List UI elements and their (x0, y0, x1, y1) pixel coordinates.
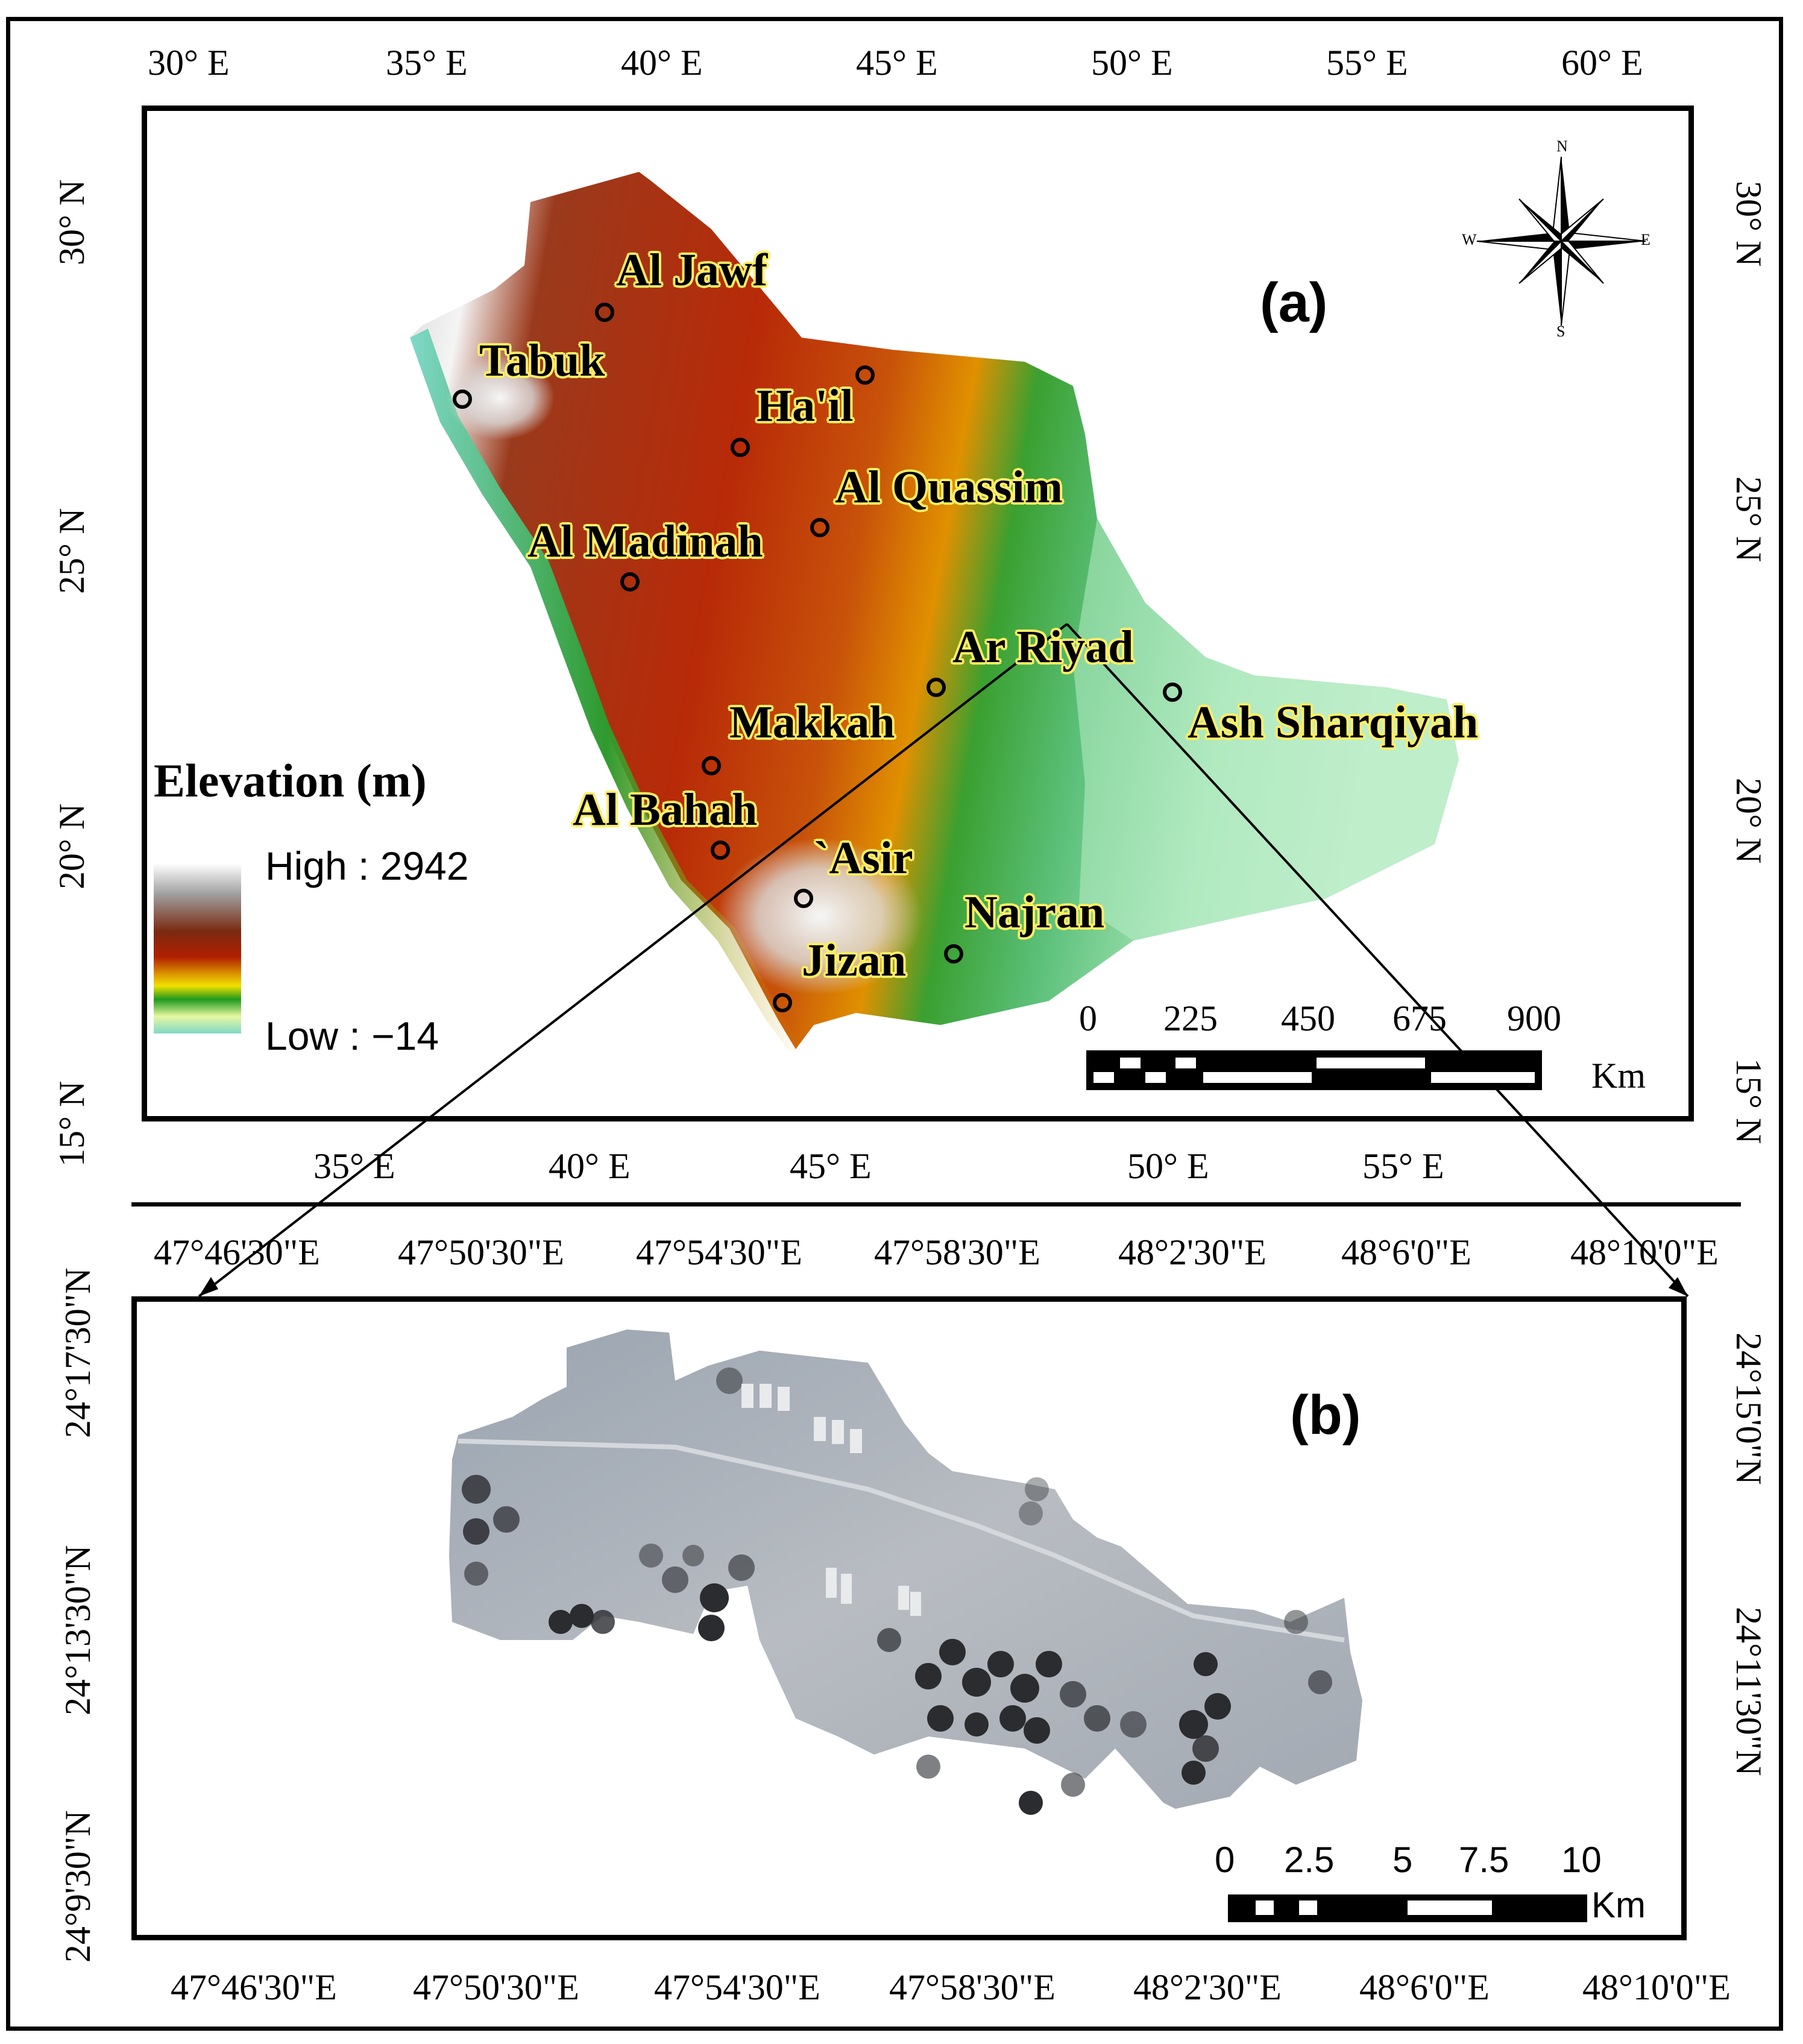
place-label-al-quassim: Al Quassim (835, 462, 1063, 513)
greenhouse-blocks (741, 1384, 921, 1616)
place-label-jizan: Jizan (802, 935, 907, 986)
location-markers (453, 303, 1182, 1012)
scale-b-unit: Km (1591, 1885, 1646, 1925)
lon-label: 47°50'30"E (398, 1232, 564, 1272)
marker-makkah (702, 756, 721, 775)
place-label-makkah: Makkah (729, 697, 895, 748)
place-label-najran: Najran (964, 887, 1105, 938)
marker-najran (944, 944, 963, 964)
scale-tick: 675 (1392, 998, 1447, 1038)
lon-label: 40° E (549, 1146, 631, 1186)
asir-highlands (717, 838, 922, 995)
scale-tick: 10 (1561, 1840, 1602, 1880)
marker-ar-riyad (927, 678, 946, 697)
marker-asir (794, 889, 813, 908)
marker-ash-sharqiyah (1163, 683, 1182, 702)
compass-n: N (1556, 137, 1568, 155)
lon-label: 47°54'30"E (654, 1967, 820, 2007)
scale-tick: 450 (1281, 998, 1335, 1038)
marker-hail (731, 438, 750, 457)
marker-hail-north (855, 365, 875, 385)
lon-label: 55° E (1326, 43, 1408, 83)
marker-al-madinah (620, 572, 640, 591)
lon-label: 47°46'30"E (171, 1967, 337, 2007)
place-label-al-jawf: Al Jawf (616, 245, 768, 295)
place-label-ar-riyad: Ar Riyad (952, 622, 1134, 672)
eastern-lowlands (1073, 519, 1459, 941)
lon-label: 45° E (790, 1146, 872, 1186)
lon-label: 48°6'0"E (1341, 1232, 1471, 1272)
scale-tick: 0 (1079, 998, 1097, 1038)
lon-label: 45° E (856, 43, 938, 83)
lon-label: 30° E (148, 43, 230, 83)
figure-border (6, 17, 1783, 2031)
scale-unit: Km (1591, 1056, 1646, 1096)
lon-label: 50° E (1127, 1146, 1209, 1186)
legend-low: Low : −14 (265, 1014, 439, 1058)
study-area-mosaic (449, 1330, 1362, 1809)
place-label-ash-sharqiyah: Ash Sharqiyah (1188, 697, 1479, 748)
hejaz-highlands (446, 356, 555, 440)
legend-title: Elevation (m) (154, 754, 427, 807)
marker-jizan (773, 993, 792, 1012)
red-sea-coast (410, 329, 802, 1052)
scale-tick: 7.5 (1459, 1840, 1509, 1880)
lon-label: 35° E (313, 1146, 395, 1186)
lon-label: 47°46'30"E (154, 1232, 320, 1272)
scale-tick: 5 (1392, 1840, 1413, 1880)
panel-a-map-frame (142, 106, 1694, 1121)
elevation-color-ramp (154, 863, 241, 1033)
marker-al-quassim (810, 518, 829, 537)
lon-label: 48°2'30"E (1118, 1232, 1267, 1272)
lon-label: 50° E (1091, 43, 1173, 83)
scale-tick: 900 (1507, 998, 1561, 1038)
highway-road (458, 1439, 1345, 1642)
lon-label: 35° E (386, 43, 468, 83)
scale-tick: 2.5 (1284, 1840, 1335, 1880)
north-arrow-compass-icon (1476, 156, 1646, 326)
lon-label: 48°2'30"E (1133, 1967, 1282, 2007)
lon-label: 55° E (1362, 1146, 1444, 1186)
lon-label: 60° E (1561, 43, 1643, 83)
lon-label: 48°10'0"E (1570, 1232, 1719, 1272)
arrow-head-right (1669, 1277, 1688, 1296)
scale-tick: 225 (1163, 998, 1218, 1038)
place-label-al-bahah: Al Bahah (573, 784, 758, 835)
compass-s: S (1556, 323, 1565, 340)
marker-al-bahah (711, 841, 730, 860)
panel-divider (131, 1202, 1741, 1207)
lon-label: 47°58'30"E (889, 1967, 1056, 2007)
place-label-hail: Ha'il (757, 380, 854, 431)
compass-e: E (1641, 231, 1650, 248)
place-label-tabuk: Tabuk (479, 335, 605, 386)
scale-tick: 0 (1215, 1840, 1235, 1880)
lon-label: 48°6'0"E (1359, 1967, 1490, 2007)
lon-label: 47°58'30"E (874, 1232, 1040, 1272)
arrow-head-left (199, 1277, 218, 1296)
compass-w: W (1462, 231, 1477, 248)
panel-b-label: (b) (1290, 1384, 1361, 1446)
scale-bar-b-graphic (1228, 1894, 1587, 1922)
place-label-al-madinah: Al Madinah (527, 516, 763, 567)
zoom-connector-lines (198, 623, 1689, 1298)
marker-al-jawf (595, 303, 614, 322)
lon-label: 47°54'30"E (636, 1232, 802, 1272)
legend-high: High : 2942 (265, 844, 469, 888)
panel-b-map-frame (131, 1296, 1687, 1940)
center-pivot-fields (462, 1367, 1332, 1815)
panel-a-label: (a) (1260, 272, 1328, 333)
scale-bar-graphic (1086, 1050, 1542, 1090)
lon-label: 48°10'0"E (1582, 1967, 1731, 2007)
lon-label: 40° E (621, 43, 703, 83)
marker-tabuk (453, 390, 472, 409)
place-label-asir: `Asir (814, 833, 913, 883)
lon-label: 47°50'30"E (413, 1967, 579, 2007)
